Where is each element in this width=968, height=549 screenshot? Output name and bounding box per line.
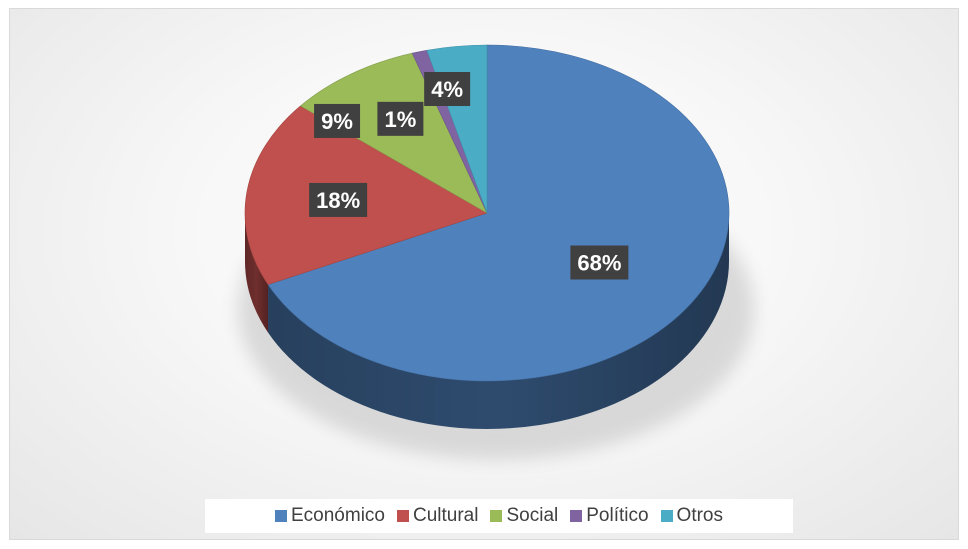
legend: Económico Cultural Social Político Otros <box>205 499 793 533</box>
pie-side-shade-economico <box>268 213 729 430</box>
legend-swatch <box>570 510 583 522</box>
pie-side-shade-cultural <box>245 213 269 333</box>
data-label-box-cultural <box>309 182 368 217</box>
data-label-box-otros <box>424 71 471 106</box>
data-label-cultural: 18% <box>316 188 360 213</box>
pie-slice-economico <box>267 44 730 382</box>
chart-area: 68% 18% 9% 1% 4% Económico Cultural Social Polí… <box>9 8 959 540</box>
legend-item-otros: Otros <box>660 505 723 527</box>
legend-swatch <box>660 510 673 522</box>
data-label-politico: 1% <box>384 107 416 132</box>
legend-item-economico: Económico <box>275 505 385 527</box>
data-label-box-economico <box>570 245 629 280</box>
legend-item-cultural: Cultural <box>397 505 478 527</box>
legend-label: Otros <box>676 505 723 526</box>
legend-item-social: Social <box>490 505 558 527</box>
data-label-box-social <box>314 103 361 138</box>
data-label-box-politico <box>377 101 424 136</box>
legend-item-politico: Político <box>570 505 649 527</box>
legend-swatch <box>397 510 409 522</box>
legend-label: Social <box>506 505 559 526</box>
data-label-social: 9% <box>321 109 353 134</box>
legend-swatch <box>490 510 503 522</box>
legend-label: Cultural <box>413 505 479 526</box>
pie-chart: 68% 18% 9% 1% 4% <box>238 44 754 459</box>
legend-label: Político <box>586 505 649 526</box>
legend-label: Económico <box>291 505 385 526</box>
data-label-economico: 68% <box>577 251 621 276</box>
data-label-otros: 4% <box>431 77 463 102</box>
legend-swatch <box>275 510 287 522</box>
